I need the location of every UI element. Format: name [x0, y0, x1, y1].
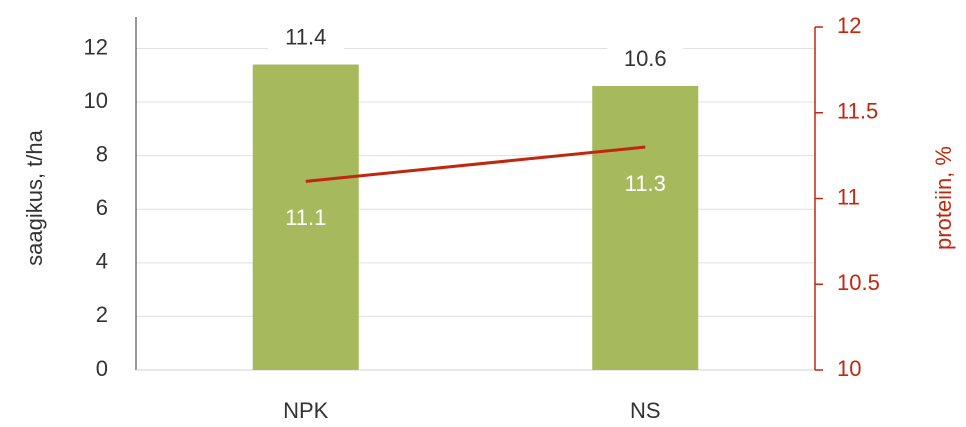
y2-tick-label: 11 — [837, 184, 860, 209]
line-value-label: 11.1 — [285, 205, 326, 230]
bar-value-label: 11.4 — [285, 24, 326, 49]
y2-axis-label: proteiin, % — [931, 146, 956, 250]
bar — [252, 64, 359, 370]
line — [305, 145, 646, 183]
y-tick-label: 8 — [96, 141, 108, 166]
y-axis-label: saagikus, t/ha — [22, 129, 47, 266]
bar-label-bg — [267, 20, 344, 53]
y-tick-label: 4 — [96, 249, 108, 274]
y2-tick-label: 10 — [837, 356, 861, 381]
y-tick-label: 10 — [84, 88, 108, 113]
y2-tick-label: 11.5 — [837, 99, 878, 124]
bar-label-bg — [607, 41, 684, 74]
y2-tick-label: 10.5 — [837, 270, 880, 295]
y2-tick-label: 12 — [837, 13, 861, 38]
y-tick-label: 12 — [84, 34, 108, 59]
x-tick-label: NS — [630, 398, 661, 423]
x-tick-label: NPK — [283, 398, 329, 423]
bar — [592, 85, 699, 370]
y-tick-label: 0 — [96, 356, 108, 381]
line-value-label: 11.3 — [625, 171, 666, 196]
y-tick-label: 2 — [96, 302, 108, 327]
y-tick-label: 6 — [96, 195, 108, 220]
bar-value-label: 10.6 — [624, 46, 667, 71]
